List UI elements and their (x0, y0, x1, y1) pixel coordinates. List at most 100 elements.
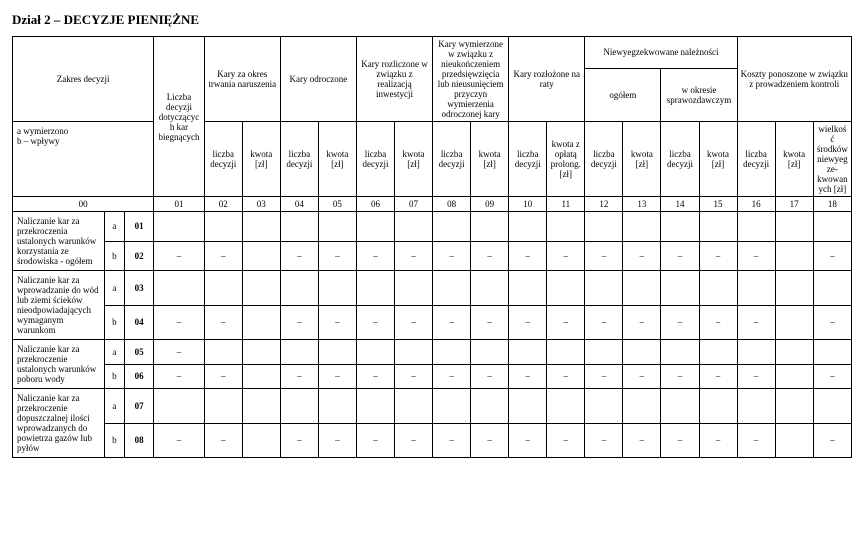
cell (547, 212, 585, 242)
colnum-12: 12 (585, 197, 623, 212)
cell: – (813, 364, 851, 389)
cell: – (280, 423, 318, 458)
row-num: 06 (124, 364, 153, 389)
cell: – (509, 305, 547, 340)
cell: – (737, 423, 775, 458)
cell: – (699, 364, 737, 389)
hdr-08-liczba: liczba decyzji (433, 122, 471, 197)
cell (356, 212, 394, 242)
colnum-06: 06 (356, 197, 394, 212)
cell: – (623, 423, 661, 458)
cell (280, 212, 318, 242)
cell (623, 271, 661, 306)
cell (699, 212, 737, 242)
cell: – (699, 423, 737, 458)
row-label: Naliczanie kar za przekroczenia ustalony… (13, 212, 105, 271)
cell: – (661, 241, 699, 271)
cell (318, 212, 356, 242)
cell (280, 389, 318, 424)
hdr-09-kwota: kwota [zł] (471, 122, 509, 197)
hdr-niewyegz-ogolem: ogółem (585, 68, 661, 121)
cell (242, 423, 280, 458)
cell (699, 340, 737, 365)
cell (775, 364, 813, 389)
colnum-15: 15 (699, 197, 737, 212)
cell: – (154, 423, 204, 458)
cell (395, 271, 433, 306)
cell: – (661, 364, 699, 389)
cell: – (585, 241, 623, 271)
cell: – (154, 340, 204, 365)
cell: – (547, 241, 585, 271)
colnum-18: 18 (813, 197, 851, 212)
colnum-00: 00 (13, 197, 154, 212)
hdr-kary-wymierzone: Kary wymierzone w związku z nieukończeni… (433, 37, 509, 122)
cell (356, 340, 394, 365)
hdr-16-liczba: liczba decyzji (737, 122, 775, 197)
cell: – (623, 241, 661, 271)
colnum-14: 14 (661, 197, 699, 212)
hdr-13-kwota: kwota [zł] (623, 122, 661, 197)
row-ab: b (104, 241, 124, 271)
cell: – (395, 305, 433, 340)
cell: – (547, 305, 585, 340)
row-label: Naliczanie kar za przekroczenie ustalony… (13, 340, 105, 389)
row-num: 03 (124, 271, 153, 306)
colnum-07: 07 (395, 197, 433, 212)
cell: – (280, 305, 318, 340)
cell: – (623, 364, 661, 389)
cell (737, 340, 775, 365)
cell: – (154, 241, 204, 271)
hdr-koszty: Koszty ponoszone w związku z prowadzenie… (737, 37, 851, 122)
row-num: 01 (124, 212, 153, 242)
cell (775, 212, 813, 242)
cell: – (356, 241, 394, 271)
cell (204, 340, 242, 365)
hdr-kary-odroczone: Kary odroczone (280, 37, 356, 122)
cell: – (280, 364, 318, 389)
cell (356, 389, 394, 424)
cell (585, 389, 623, 424)
cell (471, 212, 509, 242)
section-title: Dział 2 – DECYZJE PIENIĘŻNE (12, 12, 852, 28)
cell (433, 340, 471, 365)
cell: – (204, 241, 242, 271)
colnum-17: 17 (775, 197, 813, 212)
row-ab: a (104, 212, 124, 242)
cell (775, 389, 813, 424)
cell: – (395, 364, 433, 389)
row-num: 02 (124, 241, 153, 271)
cell (242, 271, 280, 306)
cell: – (471, 305, 509, 340)
hdr-kary-okres: Kary za okres trwania naruszenia (204, 37, 280, 122)
cell (204, 271, 242, 306)
cell: – (204, 364, 242, 389)
hdr-kary-raty: Kary rozłożone na raty (509, 37, 585, 122)
cell: – (433, 241, 471, 271)
cell (661, 271, 699, 306)
cell: – (737, 364, 775, 389)
cell: – (509, 423, 547, 458)
cell (813, 212, 851, 242)
cell (433, 271, 471, 306)
cell (395, 389, 433, 424)
hdr-zakres: Zakres decyzji (13, 37, 154, 122)
cell (395, 212, 433, 242)
hdr-07-kwota: kwota [zł] (395, 122, 433, 197)
colnum-13: 13 (623, 197, 661, 212)
cell (242, 241, 280, 271)
cell: – (813, 423, 851, 458)
cell (242, 364, 280, 389)
cell (699, 271, 737, 306)
cell: – (471, 423, 509, 458)
hdr-biegnace: Liczba decyzji dotyczących kar biegnącyc… (154, 37, 204, 197)
cell: – (699, 305, 737, 340)
cell (242, 389, 280, 424)
cell: – (204, 305, 242, 340)
hdr-10-liczba: liczba decyzji (509, 122, 547, 197)
cell (699, 389, 737, 424)
hdr-ab: a wymierzono b – wpływy (13, 122, 154, 197)
hdr-04-liczba: liczba decyzji (280, 122, 318, 197)
cell: – (154, 364, 204, 389)
cell (737, 271, 775, 306)
